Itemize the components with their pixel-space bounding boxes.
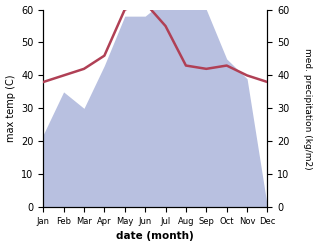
Y-axis label: med. precipitation (kg/m2): med. precipitation (kg/m2) <box>303 48 313 169</box>
Y-axis label: max temp (C): max temp (C) <box>5 75 16 142</box>
X-axis label: date (month): date (month) <box>116 231 194 242</box>
